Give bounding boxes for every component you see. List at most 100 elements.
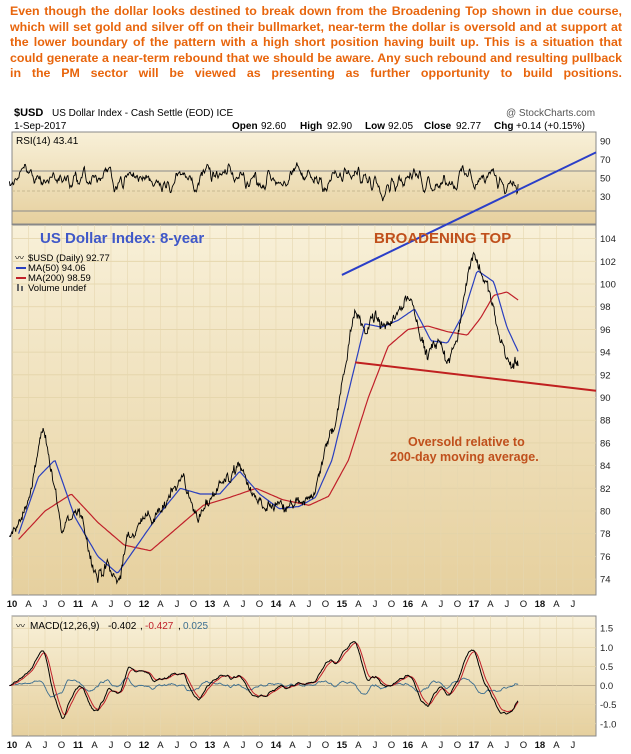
x-tick-label: A [25,740,32,751]
x-tick-label: 12 [139,599,150,610]
low-label: Low [365,121,385,132]
x-tick-label: A [553,740,560,751]
x-tick-label: A [157,599,164,610]
x-tick-label: O [256,740,263,751]
price-tick-label: 90 [600,393,611,404]
macd-value: -0.402 [108,621,137,632]
x-tick-label: O [58,740,65,751]
x-tick-label: 17 [469,740,480,751]
price-panel: 74 76 78 80 82 84 86 88 90 92 94 96 98 100 102 104 〰 $U… [9,151,616,596]
price-panel-frame [11,224,597,596]
x-tick-label: 14 [271,740,282,751]
macd-tick-label: 1.0 [600,643,613,654]
date-label: 1-Sep-2017 [14,121,67,132]
macd-tick-label: -0.5 [600,700,616,711]
x-tick-label: J [109,740,114,751]
x-tick-label: A [223,599,230,610]
price-tick-label: 102 [600,257,616,268]
x-tick-label: A [355,740,362,751]
x-tick-label: 13 [205,599,216,610]
rsi-line [8,162,519,202]
close-label: Close [424,121,452,132]
x-tick-label: J [43,599,48,610]
oversold-annotation-line2: 200-day moving average. [390,450,539,464]
x-tick-label: 15 [337,740,348,751]
x-tick-label: J [571,599,576,610]
x-tick-label: J [571,740,576,751]
macd-value-sep-2: , [178,621,181,632]
price-tick-label: 98 [600,302,611,313]
x-tick-label: J [373,740,378,751]
x-tick-label: J [109,599,114,610]
oversold-annotation-line1: Oversold relative to [408,435,525,449]
x-tick-label: J [43,740,48,751]
x-tick-label: 14 [271,599,282,610]
rsi-tick-label: 50 [600,174,611,185]
x-tick-label: A [487,740,494,751]
x-tick-label: O [322,599,329,610]
x-tick-label: A [157,740,164,751]
price-legend: 〰 $USD (Daily) 92.77 MA(50) 94.06 MA(200… [15,253,110,294]
low-value: 92.05 [388,121,413,132]
x-tick-label: 11 [73,740,84,751]
x-tick-label: 10 [7,740,18,751]
x-tick-label: O [388,740,395,751]
macd-hist-value: 0.025 [183,621,208,632]
x-tick-label: A [355,599,362,610]
price-tick-label: 92 [600,370,611,381]
x-tick-label: J [505,740,510,751]
x-tick-label: 15 [337,599,348,610]
x-tick-label: O [124,599,131,610]
x-tick-label: A [289,740,296,751]
macd-tick-label: 0.0 [600,681,613,692]
x-tick-label: A [487,599,494,610]
price-tick-label: 88 [600,416,611,427]
x-tick-label: O [520,740,527,751]
x-tick-label: 10 [7,599,18,610]
x-tick-label: J [307,740,312,751]
x-tick-label: J [439,740,444,751]
upper-trendline [341,151,597,276]
x-tick-label: 16 [403,599,414,610]
x-tick-label: A [421,599,428,610]
macd-panel-frame [11,615,597,737]
macd-tick-label: 0.5 [600,662,613,673]
chg-value: +0.14 (+0.15%) [516,121,585,132]
price-tick-label: 96 [600,325,611,336]
price-tick-label: 94 [600,348,611,359]
close-value: 92.77 [456,121,481,132]
price-tick-label: 78 [600,529,611,540]
price-tick-label: 74 [600,575,611,586]
x-tick-label: J [439,599,444,610]
price-tick-label: 100 [600,280,616,291]
macd-tick-label: -1.0 [600,719,616,730]
macd-line [9,641,519,719]
x-tick-label: J [505,599,510,610]
macd-legend-glyph: 〰 [16,621,25,631]
x-tick-label: O [190,599,197,610]
x-tick-label: J [241,599,246,610]
open-value: 92.60 [261,121,286,132]
macd-panel: -1.0 -0.5 0.0 0.5 1.0 1.5 〰 MACD(12,26,9) -0.… [9,615,616,737]
legend-swatch-volume [17,284,19,291]
x-tick-label: O [256,599,263,610]
rsi-label: RSI(14) 43.41 [16,136,79,147]
stock-chart: $USD US Dollar Index - Cash Settle (EOD)… [7,107,617,751]
x-tick-label: 12 [139,740,150,751]
x-tick-label: A [553,599,560,610]
ma50-line [18,270,519,574]
price-tick-label: 104 [600,234,616,245]
x-tick-label: O [454,599,461,610]
x-tick-label: J [373,599,378,610]
x-tick-label: 17 [469,599,480,610]
x-tick-label: O [190,740,197,751]
x-tick-label: O [58,599,65,610]
x-tick-label: 18 [535,740,546,751]
pattern-annotation: BROADENING TOP [374,230,511,247]
macd-label: MACD(12,26,9) [30,621,99,632]
rsi-tick-label: 70 [600,155,611,166]
x-tick-label: 11 [73,599,84,610]
macd-x-axis: 10 A J O 11 A J O 12 A J O 13 A J O 14 A J O 15 A J O 16 A J O 17 A J O… [7,740,576,751]
price-tick-label: 86 [600,438,611,449]
macd-signal-value: -0.427 [145,621,174,632]
